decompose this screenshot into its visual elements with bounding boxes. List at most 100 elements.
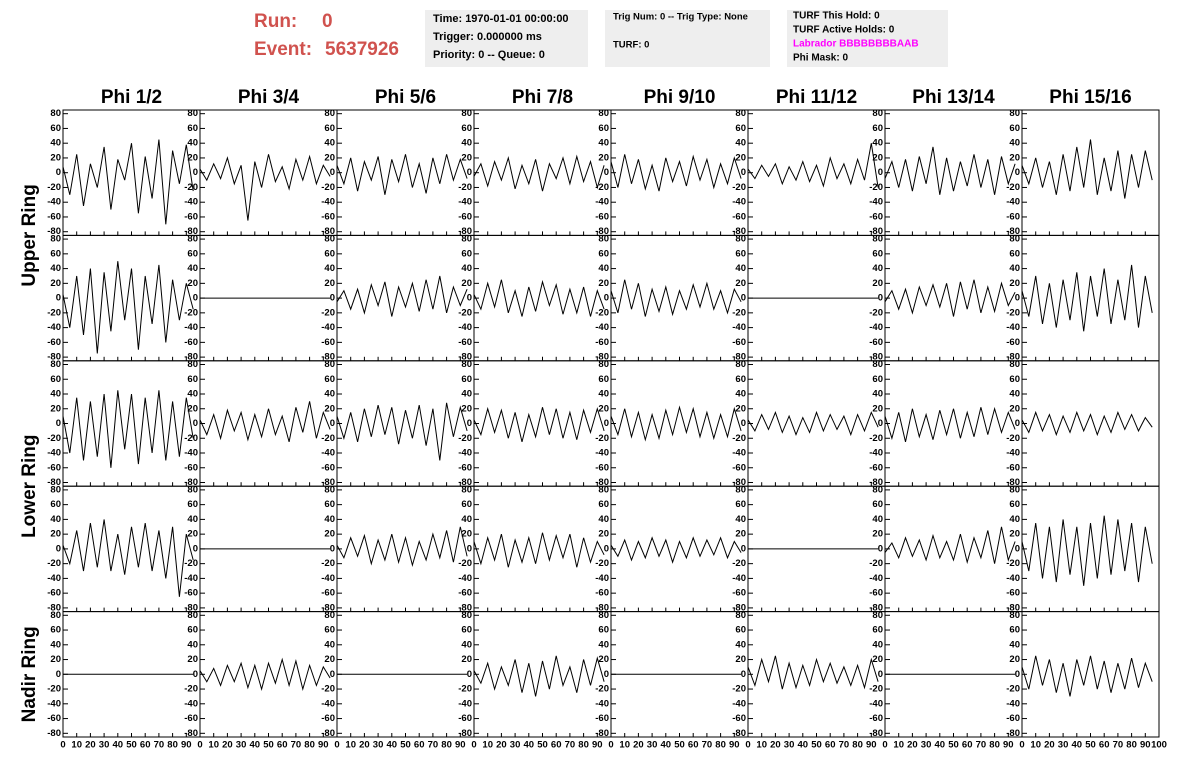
y-tick-label: 0 [741,167,746,178]
x-tick-label: 90 [1003,740,1014,751]
y-tick-label: 0 [1015,669,1020,680]
column-title: Phi 9/10 [644,87,716,108]
y-tick-label: 80 [324,234,335,245]
y-tick-label: 80 [598,359,609,370]
x-tick-label: 40 [935,740,946,751]
y-tick-label: -40 [184,322,198,333]
y-tick-label: -60 [458,211,472,222]
waveform [610,279,742,317]
y-tick-label: -40 [1006,573,1020,584]
y-tick-label: -80 [1006,352,1020,363]
y-tick-label: -20 [595,307,609,318]
y-tick-label: -60 [321,462,335,473]
y-tick-label: 80 [461,610,472,621]
y-tick-label: 40 [187,514,198,525]
y-tick-label: -20 [595,182,609,193]
y-tick-label: 60 [461,374,472,385]
y-tick-label: 60 [187,499,198,510]
y-tick-label: 40 [598,639,609,650]
y-tick-label: -40 [1006,698,1020,709]
y-tick-label: 80 [187,359,198,370]
x-tick-label: 40 [524,740,535,751]
x-tick-label: 40 [1072,740,1083,751]
x-tick-label: 60 [551,740,562,751]
y-tick-label: 60 [872,123,883,134]
x-tick-label: 30 [99,740,110,751]
y-tick-label: 40 [187,138,198,149]
y-tick-label: 0 [878,167,883,178]
waveform [1021,139,1153,199]
y-tick-label: -60 [458,462,472,473]
y-tick-label: -20 [47,433,61,444]
y-tick-label: 80 [324,359,335,370]
y-tick-label: -80 [458,602,472,613]
info-line: Labrador BBBBBBBBAAB [793,39,919,50]
event-label: Event: [254,39,312,60]
y-tick-label: -80 [184,728,198,739]
y-tick-label: -80 [458,728,472,739]
x-tick-label: 10 [619,740,630,751]
y-tick-label: -40 [595,322,609,333]
y-tick-label: 20 [187,529,198,540]
y-tick-label: 80 [50,610,61,621]
y-tick-label: -60 [869,588,883,599]
y-tick-label: -60 [321,337,335,348]
y-tick-label: -40 [321,322,335,333]
y-tick-label: 80 [735,234,746,245]
column-title: Phi 5/6 [375,87,436,108]
y-tick-label: 20 [872,278,883,289]
panel-frame [336,360,475,487]
y-tick-label: -40 [595,698,609,709]
x-tick-label: 10 [1030,740,1041,751]
waveform [884,146,1016,195]
y-tick-label: -40 [869,448,883,459]
y-tick-label: 20 [598,654,609,665]
x-tick-label: 90 [1140,740,1151,751]
panel-frame [199,360,338,487]
y-tick-label: 40 [461,639,472,650]
x-tick-label: 0 [60,740,65,751]
y-tick-label: 20 [872,152,883,163]
x-tick-label: 0 [745,740,750,751]
y-tick-label: 40 [872,514,883,525]
y-tick-label: 40 [461,263,472,274]
y-tick-label: -20 [47,558,61,569]
y-tick-label: -20 [47,684,61,695]
y-tick-label: 0 [56,543,61,554]
y-tick-label: 0 [193,167,198,178]
y-tick-label: -60 [869,337,883,348]
panel-frame [884,234,1023,362]
y-tick-label: 40 [1009,138,1020,149]
x-tick-label: 20 [222,740,233,751]
y-tick-label: -80 [869,226,883,237]
waveform [62,390,194,468]
x-tick-label: 70 [976,740,987,751]
x-tick-label: 40 [113,740,124,751]
y-tick-label: 60 [50,499,61,510]
y-tick-label: 60 [872,625,883,636]
y-tick-label: -80 [321,352,335,363]
y-tick-label: -40 [184,448,198,459]
y-tick-label: 20 [324,403,335,414]
y-tick-label: -60 [595,337,609,348]
y-tick-label: -20 [184,684,198,695]
y-tick-label: -40 [458,322,472,333]
y-tick-label: -20 [321,307,335,318]
y-tick-label: 40 [735,263,746,274]
y-tick-label: -60 [47,713,61,724]
y-tick-label: 80 [735,484,746,495]
y-tick-label: 0 [467,543,472,554]
x-tick-label: 80 [304,740,315,751]
x-tick-label: 20 [359,740,370,751]
y-tick-label: 0 [193,669,198,680]
x-tick-label: 50 [400,740,411,751]
y-tick-label: 60 [598,248,609,259]
y-tick-label: -60 [458,337,472,348]
y-tick-label: -20 [1006,433,1020,444]
y-tick-label: 40 [735,514,746,525]
panel-frame [1021,109,1160,236]
x-tick-label: 90 [592,740,603,751]
y-tick-label: -60 [869,462,883,473]
y-tick-label: 40 [187,263,198,274]
y-tick-label: 60 [1009,625,1020,636]
